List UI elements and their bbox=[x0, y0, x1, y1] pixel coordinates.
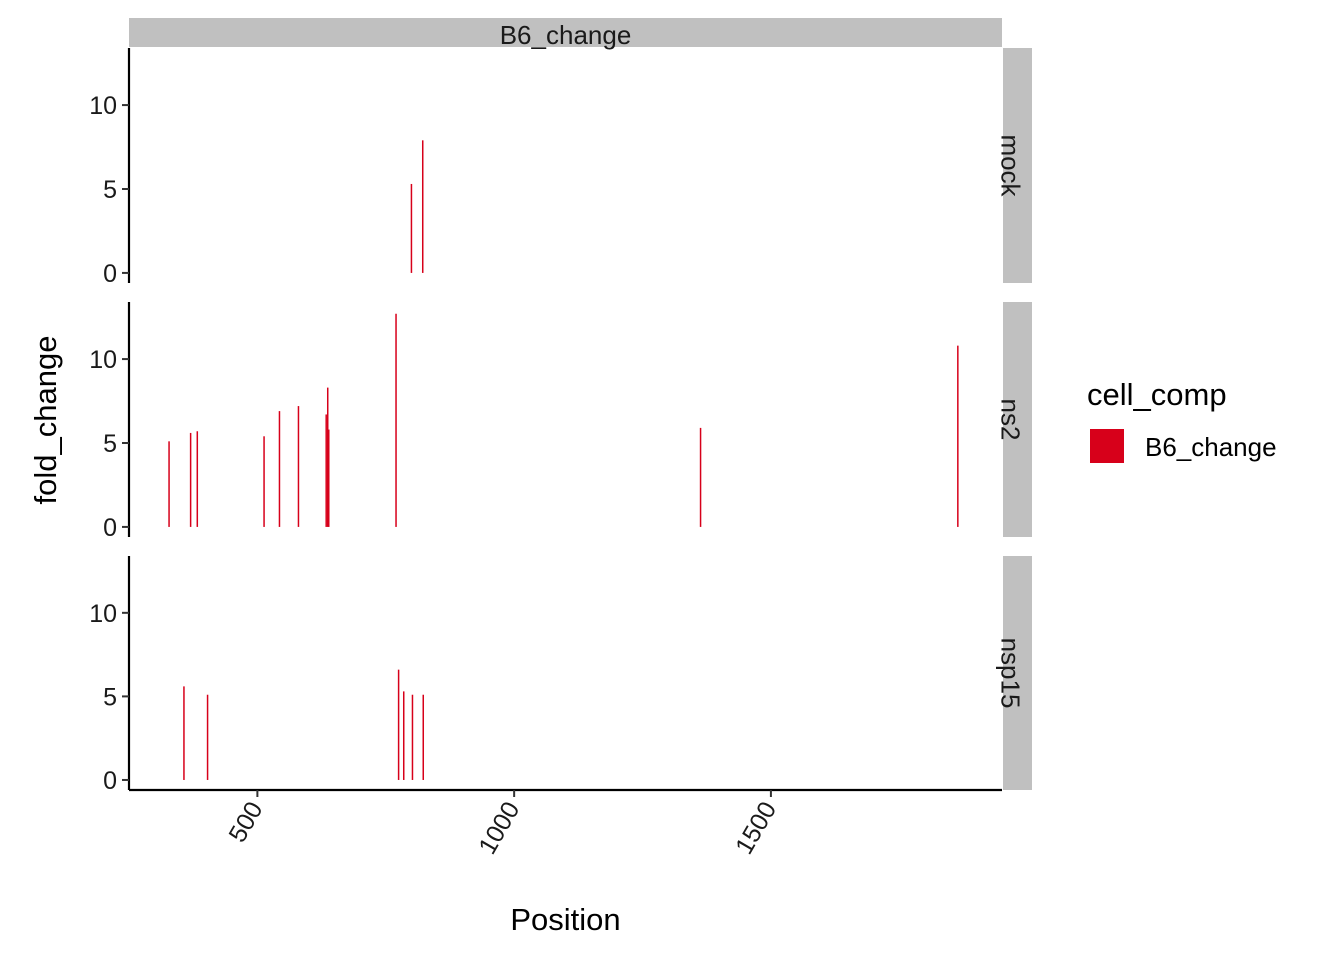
facet-row-strip-mock bbox=[1003, 48, 1032, 283]
y-tick-label-ns2-10: 10 bbox=[89, 346, 117, 374]
bar-nsp15-2 bbox=[206, 694, 209, 780]
bar-ns2-2 bbox=[189, 432, 192, 527]
y-tick-label-mock-5: 5 bbox=[103, 176, 117, 204]
facet-panels: mock 0 5 10 ns2 0 5 10 nsp15 0 5 10 bbox=[89, 48, 1032, 795]
facet-row-strip-nsp15 bbox=[1003, 556, 1032, 790]
facet-row-strip-label-nsp15: nsp15 bbox=[996, 638, 1026, 709]
bar-nsp15-4 bbox=[402, 691, 405, 780]
x-tick-label-500: 500 bbox=[223, 797, 268, 847]
x-tick-label-1000: 1000 bbox=[473, 797, 525, 859]
y-tick-label-nsp15-0: 0 bbox=[103, 767, 117, 795]
facet-row-strip-ns2 bbox=[1003, 302, 1032, 537]
legend-title: cell_comp bbox=[1087, 377, 1227, 412]
y-tick-label-ns2-5: 5 bbox=[103, 430, 117, 458]
bar-nsp15-6 bbox=[422, 694, 425, 780]
bar-ns2-11 bbox=[699, 427, 702, 527]
facet-row-strip-label-ns2: ns2 bbox=[996, 399, 1026, 441]
bar-mock-2 bbox=[421, 140, 424, 273]
legend-label-b6-change: B6_change bbox=[1145, 432, 1277, 462]
x-axis-title: Position bbox=[510, 902, 620, 937]
x-tick-label-1500: 1500 bbox=[730, 797, 782, 859]
bar-ns2-4 bbox=[263, 436, 265, 527]
bar-nsp15-3 bbox=[397, 669, 400, 780]
bar-ns2-8 bbox=[326, 387, 329, 527]
bar-mock-1 bbox=[410, 183, 413, 273]
panel-mock: mock 0 5 10 bbox=[89, 48, 1032, 288]
facet-column-strip bbox=[129, 18, 1002, 47]
x-axis: 500 1000 1500 bbox=[129, 788, 1002, 859]
bar-ns2-7 bbox=[325, 414, 327, 527]
bar-nsp15-5 bbox=[411, 694, 414, 780]
bar-ns2-12 bbox=[957, 345, 959, 527]
bar-ns2-10 bbox=[395, 313, 397, 527]
bar-ns2-1 bbox=[168, 441, 170, 527]
facet-column-strip-label: B6_change bbox=[500, 20, 632, 50]
bar-nsp15-1 bbox=[183, 686, 185, 780]
bar-ns2-3 bbox=[196, 431, 199, 527]
facet-row-strip-label-mock: mock bbox=[996, 134, 1026, 197]
y-tick-label-mock-10: 10 bbox=[89, 92, 117, 120]
y-tick-label-nsp15-10: 10 bbox=[89, 600, 117, 628]
panel-nsp15: nsp15 0 5 10 bbox=[89, 556, 1032, 795]
legend: cell_comp B6_change bbox=[1087, 377, 1277, 463]
y-tick-label-ns2-0: 0 bbox=[103, 514, 117, 542]
bar-ns2-9 bbox=[328, 429, 330, 527]
bar-ns2-5 bbox=[278, 411, 281, 527]
y-axis-title: fold_change bbox=[28, 336, 63, 505]
y-tick-label-nsp15-5: 5 bbox=[103, 683, 117, 711]
y-tick-label-mock-0: 0 bbox=[103, 260, 117, 288]
bar-ns2-6 bbox=[297, 406, 300, 527]
panel-ns2: ns2 0 5 10 bbox=[89, 302, 1032, 542]
legend-key-b6-change bbox=[1090, 429, 1124, 463]
